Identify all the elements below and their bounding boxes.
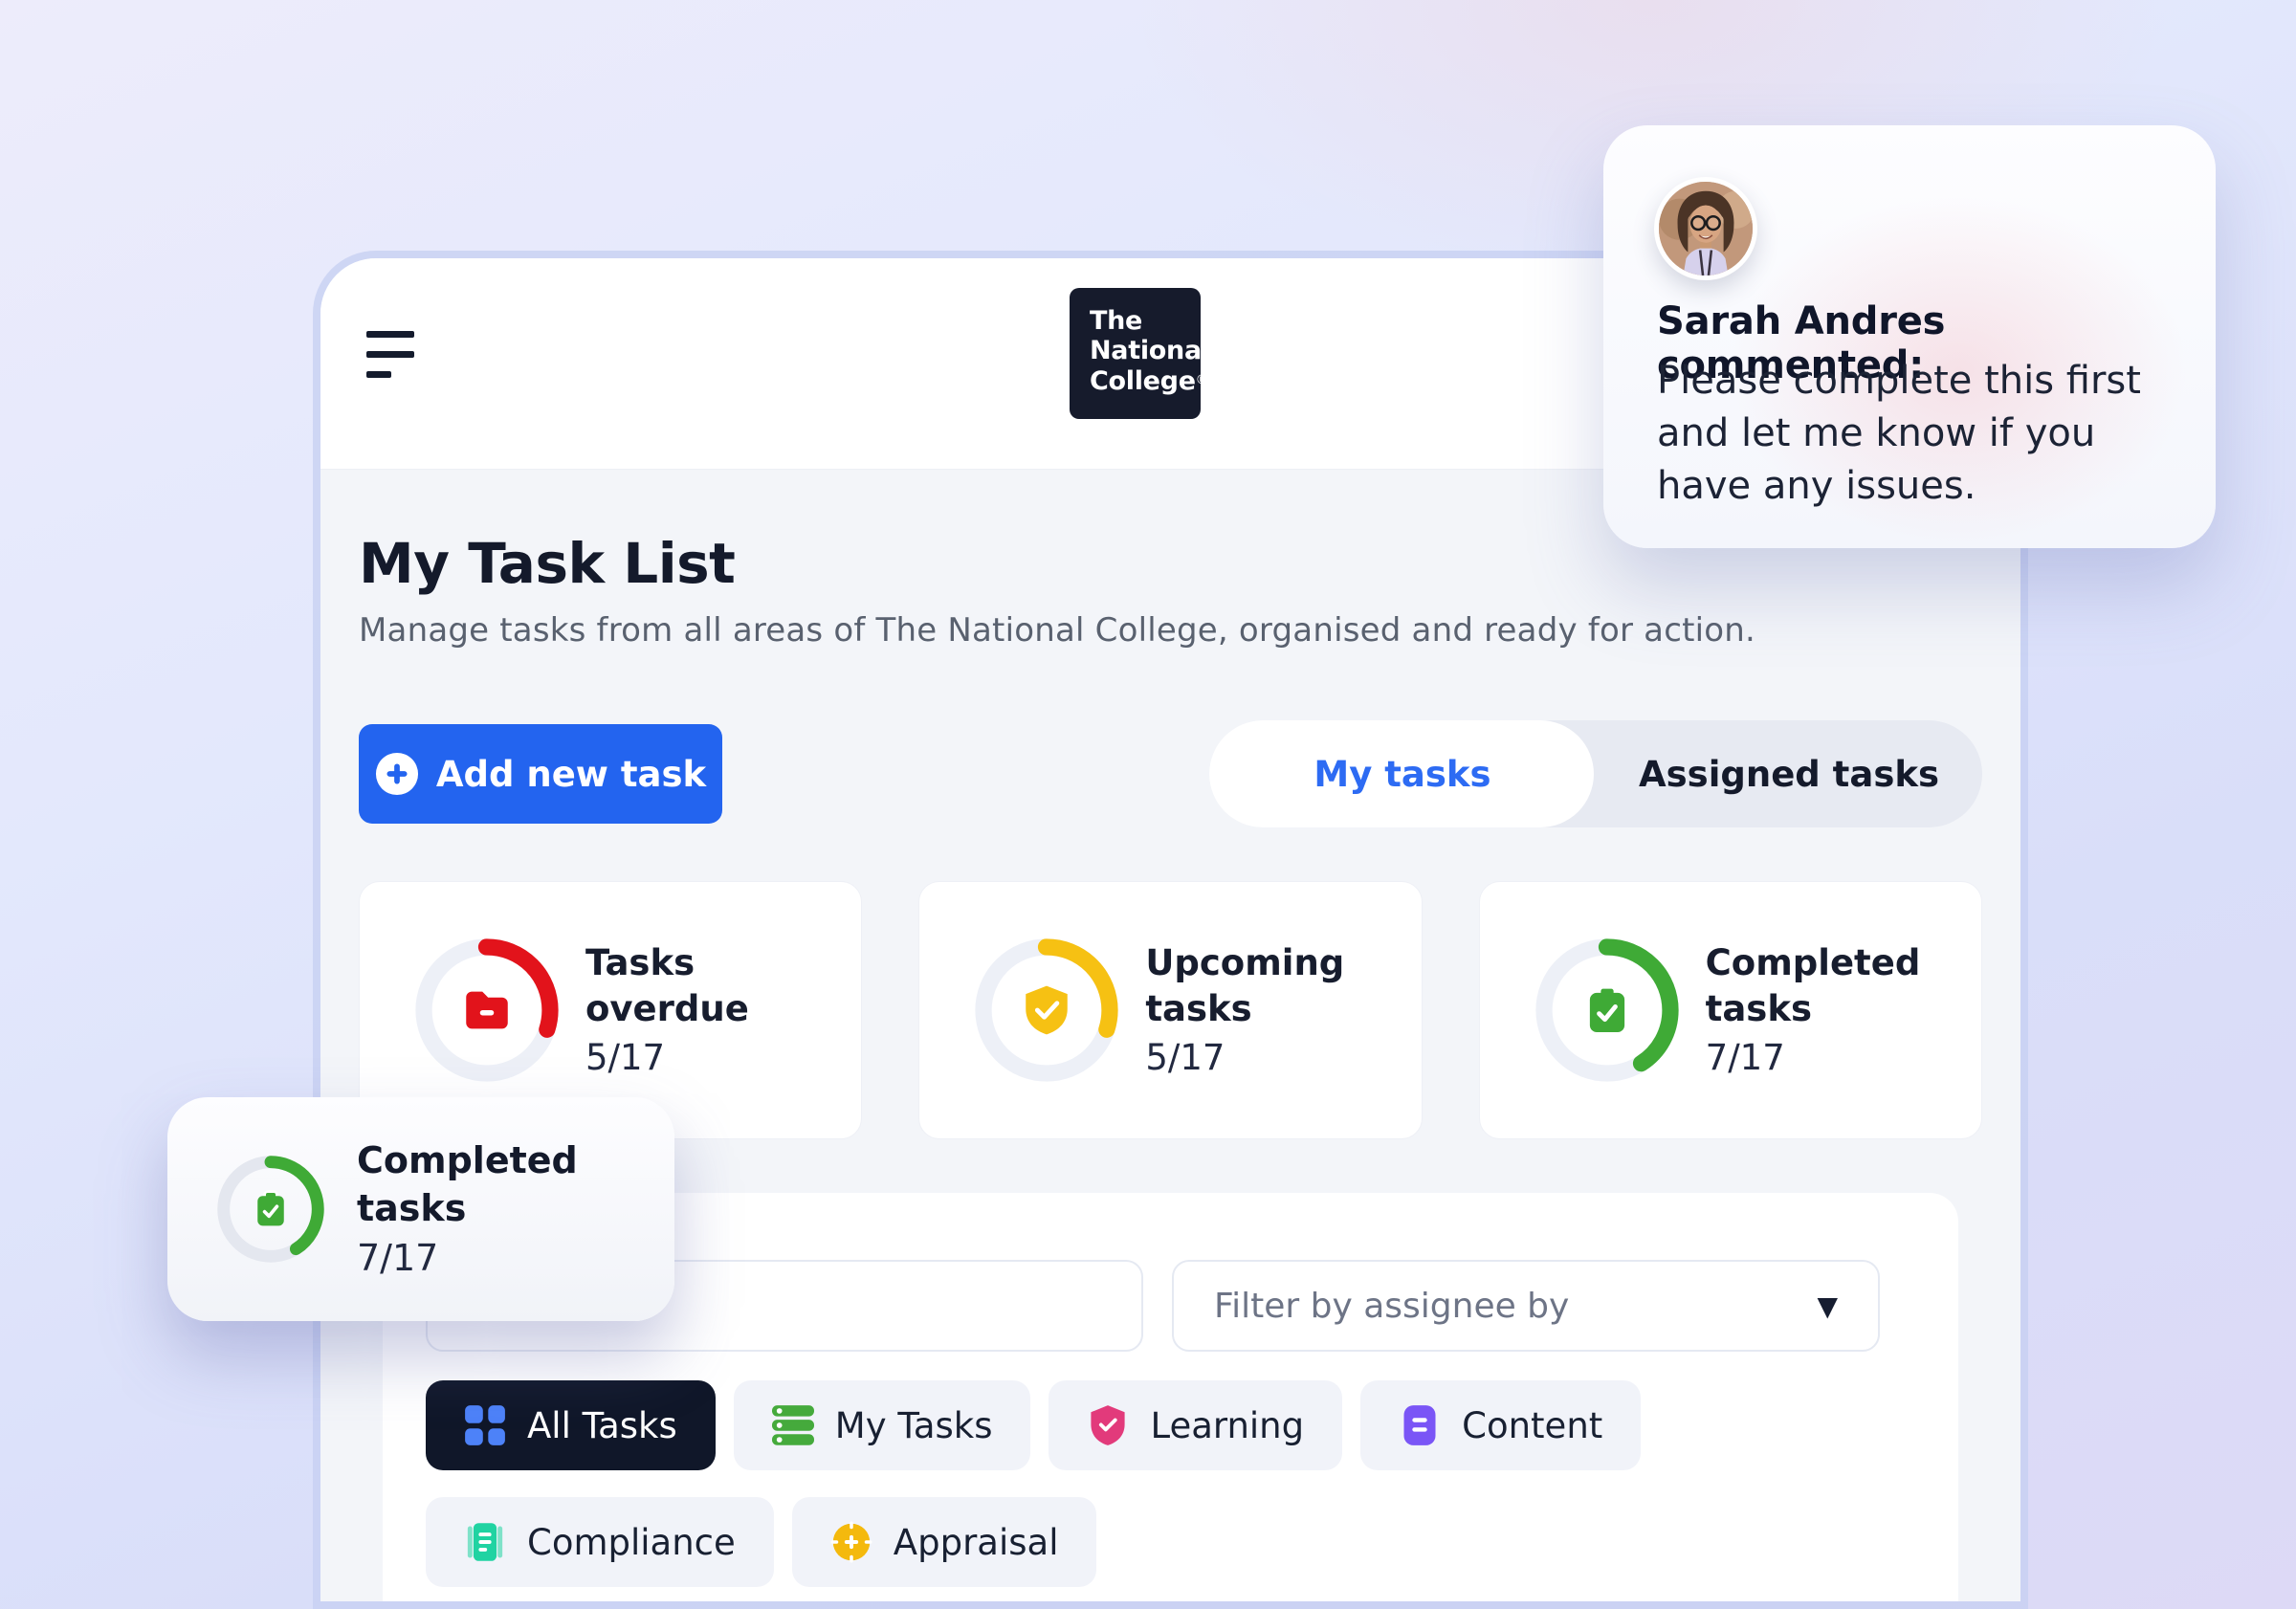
stat-title: Upcoming tasks	[1145, 941, 1345, 1029]
stat-card-upcoming-tasks: Upcoming tasks 5/17	[918, 881, 1423, 1139]
progress-ring-floating	[217, 1156, 324, 1263]
chip-appraisal[interactable]: Appraisal	[791, 1497, 1097, 1587]
stat-count: 5/17	[585, 1036, 666, 1078]
chip-compliance[interactable]: Compliance	[426, 1497, 774, 1587]
action-row: Add new task My tasks Assigned tasks	[359, 720, 1982, 827]
logo-line-3: College	[1090, 366, 1196, 396]
logo-line-2: National	[1090, 336, 1210, 365]
chip-my-tasks[interactable]: My Tasks	[733, 1380, 1031, 1470]
plus-circle-icon	[375, 752, 418, 796]
toggle-active-pill	[1209, 720, 1594, 827]
stat-card-completed-tasks: Completed tasks 7/17	[1478, 881, 1982, 1139]
chip-learning[interactable]: Learning	[1049, 1380, 1343, 1470]
stat-title: Tasks overdue	[585, 941, 749, 1029]
tab-my-tasks[interactable]: My tasks	[1314, 753, 1491, 795]
page-subtitle: Manage tasks from all areas of The Natio…	[359, 611, 1756, 650]
comment-notification-card: Sarah Andres commented: Please complete …	[1603, 125, 2216, 548]
task-view-toggle: My tasks Assigned tasks	[1209, 720, 1982, 827]
note-icon	[1403, 1405, 1436, 1445]
assignee-filter-label: Filter by assignee by	[1214, 1286, 1570, 1326]
progress-ring-upcoming	[975, 938, 1118, 1082]
page-title: My Task List	[359, 531, 736, 596]
list-rows-icon	[771, 1405, 814, 1445]
the-national-college-logo: The National College®	[1070, 288, 1210, 419]
task-list-panel: Filter by assignee by ▼ All Tasks	[383, 1193, 1958, 1601]
registered-mark: ®	[1195, 373, 1208, 387]
notification-body: Please complete this first and let me kn…	[1657, 359, 2141, 508]
stat-count: 5/17	[1145, 1036, 1225, 1078]
floating-stat-title: Completed tasks	[357, 1139, 578, 1229]
page-body: My Task List Manage tasks from all areas…	[320, 470, 2020, 1601]
stat-title: Completed tasks	[1705, 941, 1921, 1029]
shield-check-icon	[1091, 1405, 1126, 1445]
notification-title: Sarah Andres commented:	[1657, 299, 1946, 387]
stat-card-tasks-overdue: Tasks overdue 5/17	[359, 881, 863, 1139]
grid-icon	[465, 1405, 505, 1445]
progress-ring-completed	[1535, 938, 1679, 1082]
shield-check-icon	[1019, 982, 1074, 1038]
hamburger-menu-icon[interactable]	[366, 331, 414, 378]
category-chips-row-1: All Tasks My Tasks	[426, 1380, 1915, 1470]
clipboard-check-icon	[250, 1188, 292, 1230]
clipboard-check-icon	[1579, 982, 1635, 1038]
logo-line-1: The	[1090, 306, 1143, 336]
book-icon	[467, 1523, 503, 1561]
badge-icon	[830, 1521, 872, 1563]
assignee-filter-dropdown[interactable]: Filter by assignee by ▼	[1172, 1260, 1880, 1352]
chevron-down-icon: ▼	[1817, 1289, 1838, 1322]
add-new-task-label: Add new task	[435, 753, 707, 795]
category-chips-row-2: Compliance Appraisal	[426, 1497, 1915, 1587]
stats-row: Tasks overdue 5/17	[359, 881, 1982, 1139]
chip-content[interactable]: Content	[1360, 1380, 1642, 1470]
progress-ring-overdue	[415, 938, 559, 1082]
floating-completed-tasks-card: Completed tasks 7/17	[167, 1097, 674, 1321]
avatar	[1654, 177, 1757, 280]
add-new-task-button[interactable]: Add new task	[359, 724, 722, 824]
stat-count: 7/17	[1705, 1036, 1785, 1078]
tab-assigned-tasks[interactable]: Assigned tasks	[1639, 753, 1939, 795]
folder-minus-icon	[459, 982, 515, 1038]
chip-all-tasks[interactable]: All Tasks	[426, 1380, 716, 1470]
floating-stat-count: 7/17	[357, 1237, 439, 1279]
